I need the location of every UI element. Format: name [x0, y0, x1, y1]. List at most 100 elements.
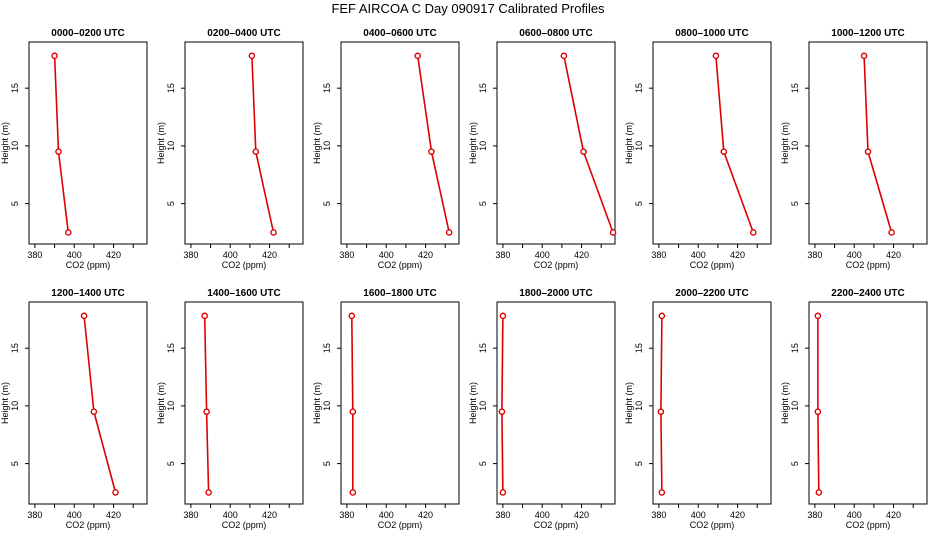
y-tick-label: 15 — [322, 83, 332, 93]
y-tick-label: 5 — [790, 201, 800, 206]
x-axis-label: CO2 (ppm) — [66, 520, 111, 530]
x-axis-label: CO2 (ppm) — [534, 260, 579, 270]
y-tick-label: 15 — [790, 343, 800, 353]
x-tick-label: 420 — [418, 510, 433, 520]
profile-line — [83, 315, 117, 493]
y-tick-label: 10 — [10, 141, 20, 151]
x-axis-label: CO2 (ppm) — [846, 520, 891, 530]
x-tick-label: 420 — [886, 250, 901, 260]
y-axis-label: Height (m) — [624, 122, 634, 164]
y-tick-label: 5 — [322, 461, 332, 466]
x-axis-label: CO2 (ppm) — [222, 520, 267, 530]
y-tick-label: 15 — [166, 83, 176, 93]
y-axis-label: Height (m) — [312, 122, 322, 164]
panel-title: 1000–1200 UTC — [831, 28, 904, 39]
panel-title: 1800–2000 UTC — [519, 288, 592, 299]
profile-point — [205, 489, 212, 496]
plot-frame — [28, 301, 148, 505]
y-tick-label: 10 — [478, 141, 488, 151]
y-tick-label: 5 — [478, 201, 488, 206]
y-axis-label: Height (m) — [156, 382, 166, 424]
y-tick-label: 10 — [478, 401, 488, 411]
y-axis-label: Height (m) — [0, 122, 10, 164]
x-tick-label: 380 — [495, 250, 510, 260]
x-tick-label: 380 — [27, 510, 42, 520]
profile-point — [658, 312, 666, 320]
y-tick-label: 5 — [478, 461, 488, 466]
plot-frame — [808, 41, 928, 245]
profile-point — [80, 312, 88, 320]
panel-title: 0200–0400 UTC — [207, 28, 280, 39]
y-axis-label: Height (m) — [0, 382, 10, 424]
y-axis-label: Height (m) — [312, 382, 322, 424]
y-tick-label: 5 — [10, 201, 20, 206]
y-axis-label: Height (m) — [156, 122, 166, 164]
plot-frame — [496, 301, 616, 505]
x-tick-label: 380 — [183, 510, 198, 520]
x-tick-label: 420 — [574, 250, 589, 260]
profile-point — [864, 148, 872, 155]
x-tick-label: 400 — [379, 510, 394, 520]
chart-title: FEF AIRCOA C Day 090917 Calibrated Profi… — [331, 1, 605, 16]
profile-line — [416, 55, 450, 233]
profile-line — [863, 55, 893, 233]
x-tick-label: 420 — [574, 510, 589, 520]
x-tick-label: 380 — [651, 510, 666, 520]
x-tick-label: 420 — [106, 510, 121, 520]
y-tick-label: 10 — [322, 401, 332, 411]
x-tick-label: 380 — [495, 510, 510, 520]
profile-point — [348, 312, 356, 320]
x-tick-label: 420 — [418, 250, 433, 260]
panel-title: 1200–1400 UTC — [51, 288, 124, 299]
profile-point — [90, 408, 98, 415]
plot-frame — [28, 41, 148, 245]
y-tick-label: 15 — [10, 83, 20, 93]
profile-point — [498, 408, 506, 415]
x-tick-label: 420 — [262, 510, 277, 520]
x-tick-label: 420 — [730, 250, 745, 260]
y-tick-label: 15 — [10, 343, 20, 353]
x-tick-label: 420 — [730, 510, 745, 520]
y-tick-label: 10 — [634, 141, 644, 151]
x-tick-label: 400 — [379, 250, 394, 260]
x-axis-label: CO2 (ppm) — [378, 260, 423, 270]
y-tick-label: 15 — [478, 343, 488, 353]
x-tick-label: 380 — [183, 250, 198, 260]
profile-line — [351, 315, 354, 493]
x-tick-label: 420 — [106, 250, 121, 260]
plot-frame — [652, 301, 772, 505]
panel-title: 1600–1800 UTC — [363, 288, 436, 299]
x-tick-label: 400 — [847, 250, 862, 260]
profile-point — [252, 148, 260, 155]
profile-point — [349, 408, 357, 415]
x-tick-label: 400 — [535, 250, 550, 260]
profile-point — [55, 148, 62, 155]
profile-point — [51, 52, 58, 60]
panel-title: 0800–1000 UTC — [675, 28, 748, 39]
profile-point — [720, 148, 728, 155]
profile-point — [428, 148, 435, 155]
y-axis-label: Height (m) — [468, 122, 478, 164]
y-axis-label: Height (m) — [780, 122, 790, 164]
x-tick-label: 400 — [535, 510, 550, 520]
y-axis-label: Height (m) — [624, 382, 634, 424]
y-tick-label: 10 — [322, 141, 332, 151]
plot-frame — [184, 301, 304, 505]
y-tick-label: 10 — [790, 401, 800, 411]
x-axis-label: CO2 (ppm) — [222, 260, 267, 270]
panel-title: 2000–2200 UTC — [675, 288, 748, 299]
x-tick-label: 380 — [651, 250, 666, 260]
profile-line — [203, 315, 210, 493]
x-axis-label: CO2 (ppm) — [846, 260, 891, 270]
plot-frame — [808, 301, 928, 505]
profile-point — [860, 52, 868, 60]
x-tick-label: 380 — [807, 510, 822, 520]
x-tick-label: 400 — [691, 510, 706, 520]
profile-point — [580, 148, 587, 155]
profile-point — [560, 52, 568, 60]
profile-point — [203, 408, 210, 415]
y-axis-label: Height (m) — [468, 382, 478, 424]
y-tick-label: 15 — [634, 83, 644, 93]
x-axis-label: CO2 (ppm) — [378, 520, 423, 530]
